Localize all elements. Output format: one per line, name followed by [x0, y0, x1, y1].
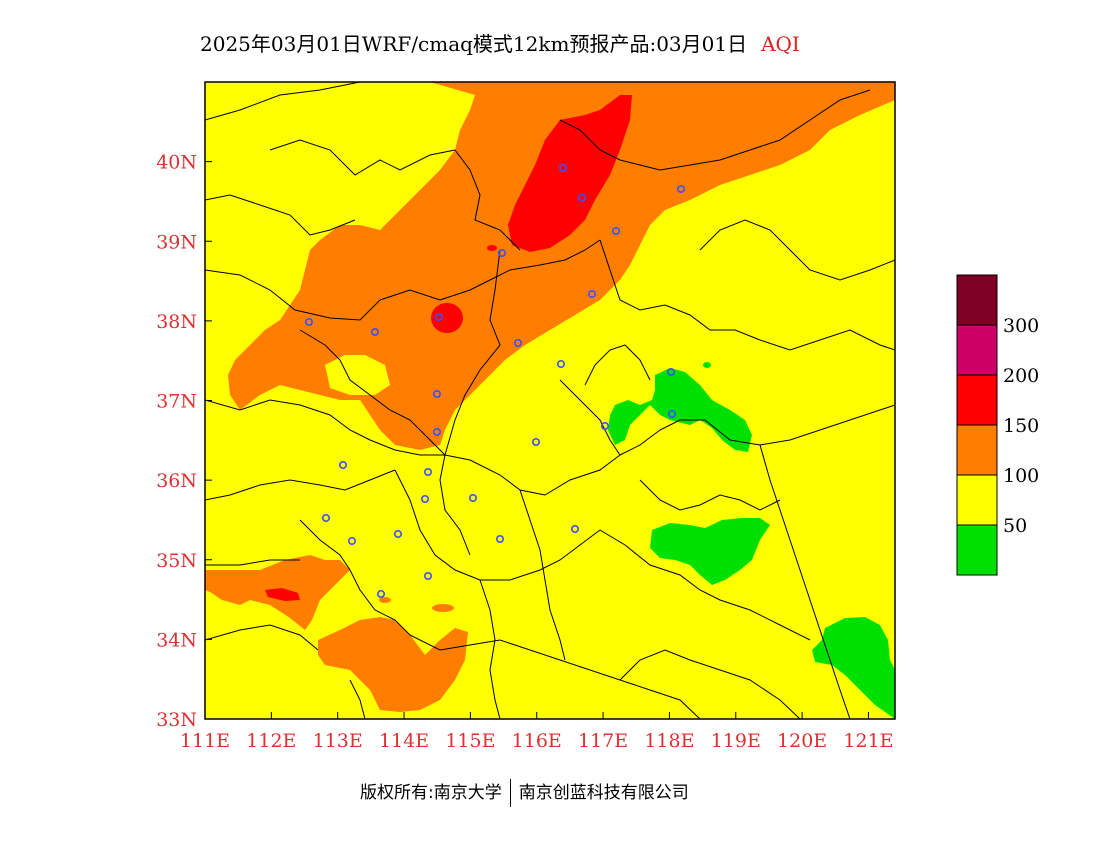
aqi-legend: 50 100 150 200 300	[956, 274, 1039, 576]
contour-red-north	[508, 95, 632, 252]
contour-red-sw	[265, 588, 300, 601]
legend-label: 100	[1003, 465, 1039, 487]
contour-red-dot	[487, 245, 497, 251]
lat-label: 40N	[156, 152, 197, 174]
contour-orange-sw2	[318, 617, 468, 712]
lon-label: 116E	[512, 730, 562, 752]
lat-label: 36N	[156, 470, 197, 492]
x-axis-labels: 111E 112E 113E 114E 115E 116E 117E 118E 119E 120E…	[180, 730, 894, 752]
y-axis-labels: 33N 34N 35N 36N 37N 38N 39N 40N	[156, 152, 197, 731]
lat-label: 37N	[156, 391, 197, 413]
title-main: 2025年03月01日WRF/cmaq模式12km预报产品:03月01日	[200, 32, 748, 56]
boundaries	[205, 82, 895, 719]
contour-green-3	[812, 617, 895, 719]
contour-green-1	[608, 368, 752, 452]
lon-label: 112E	[246, 730, 296, 752]
legend-swatch	[956, 424, 998, 476]
legend-swatch	[956, 474, 998, 526]
lat-label: 38N	[156, 311, 197, 333]
lat-label: 35N	[156, 550, 197, 572]
legend-swatch	[956, 374, 998, 426]
lon-label: 119E	[711, 730, 761, 752]
legend-swatch	[956, 274, 998, 326]
legend-swatch	[956, 324, 998, 376]
aqi-contours	[205, 82, 895, 719]
lon-label: 121E	[843, 730, 893, 752]
station-markers	[304, 164, 685, 598]
contour-yellow-pocket	[325, 355, 390, 395]
lon-label: 113E	[313, 730, 363, 752]
lon-label: 115E	[445, 730, 495, 752]
title-product: AQI	[761, 32, 800, 56]
lon-label: 117E	[578, 730, 628, 752]
footer-right: 南京创蓝科技有限公司	[518, 783, 689, 803]
footer-left: 版权所有:南京大学	[360, 783, 502, 803]
legend-label: 50	[1003, 515, 1027, 537]
legend-label: 200	[1003, 365, 1039, 387]
lon-label: 114E	[379, 730, 429, 752]
lat-label: 39N	[156, 231, 197, 253]
copyright-footer: 版权所有:南京大学 南京创蓝科技有限公司	[360, 778, 689, 807]
contour-orange-sw4	[379, 597, 391, 603]
legend-label: 300	[1003, 315, 1039, 337]
contour-red-spot	[431, 303, 463, 333]
legend-swatch	[956, 524, 998, 576]
map-title: 2025年03月01日WRF/cmaq模式12km预报产品:03月01日 AQI	[200, 28, 800, 57]
lon-label: 111E	[180, 730, 230, 752]
axis-ticks	[204, 161, 869, 720]
contour-green-2	[650, 518, 770, 585]
lon-label: 120E	[777, 730, 827, 752]
contour-orange-north	[228, 82, 895, 450]
lat-label: 34N	[156, 629, 197, 651]
lat-label: 33N	[156, 709, 197, 731]
footer-separator	[509, 779, 511, 807]
contour-green-4	[703, 362, 711, 368]
lon-label: 118E	[644, 730, 694, 752]
legend-label: 150	[1003, 415, 1039, 437]
contour-orange-sw3	[432, 604, 454, 612]
